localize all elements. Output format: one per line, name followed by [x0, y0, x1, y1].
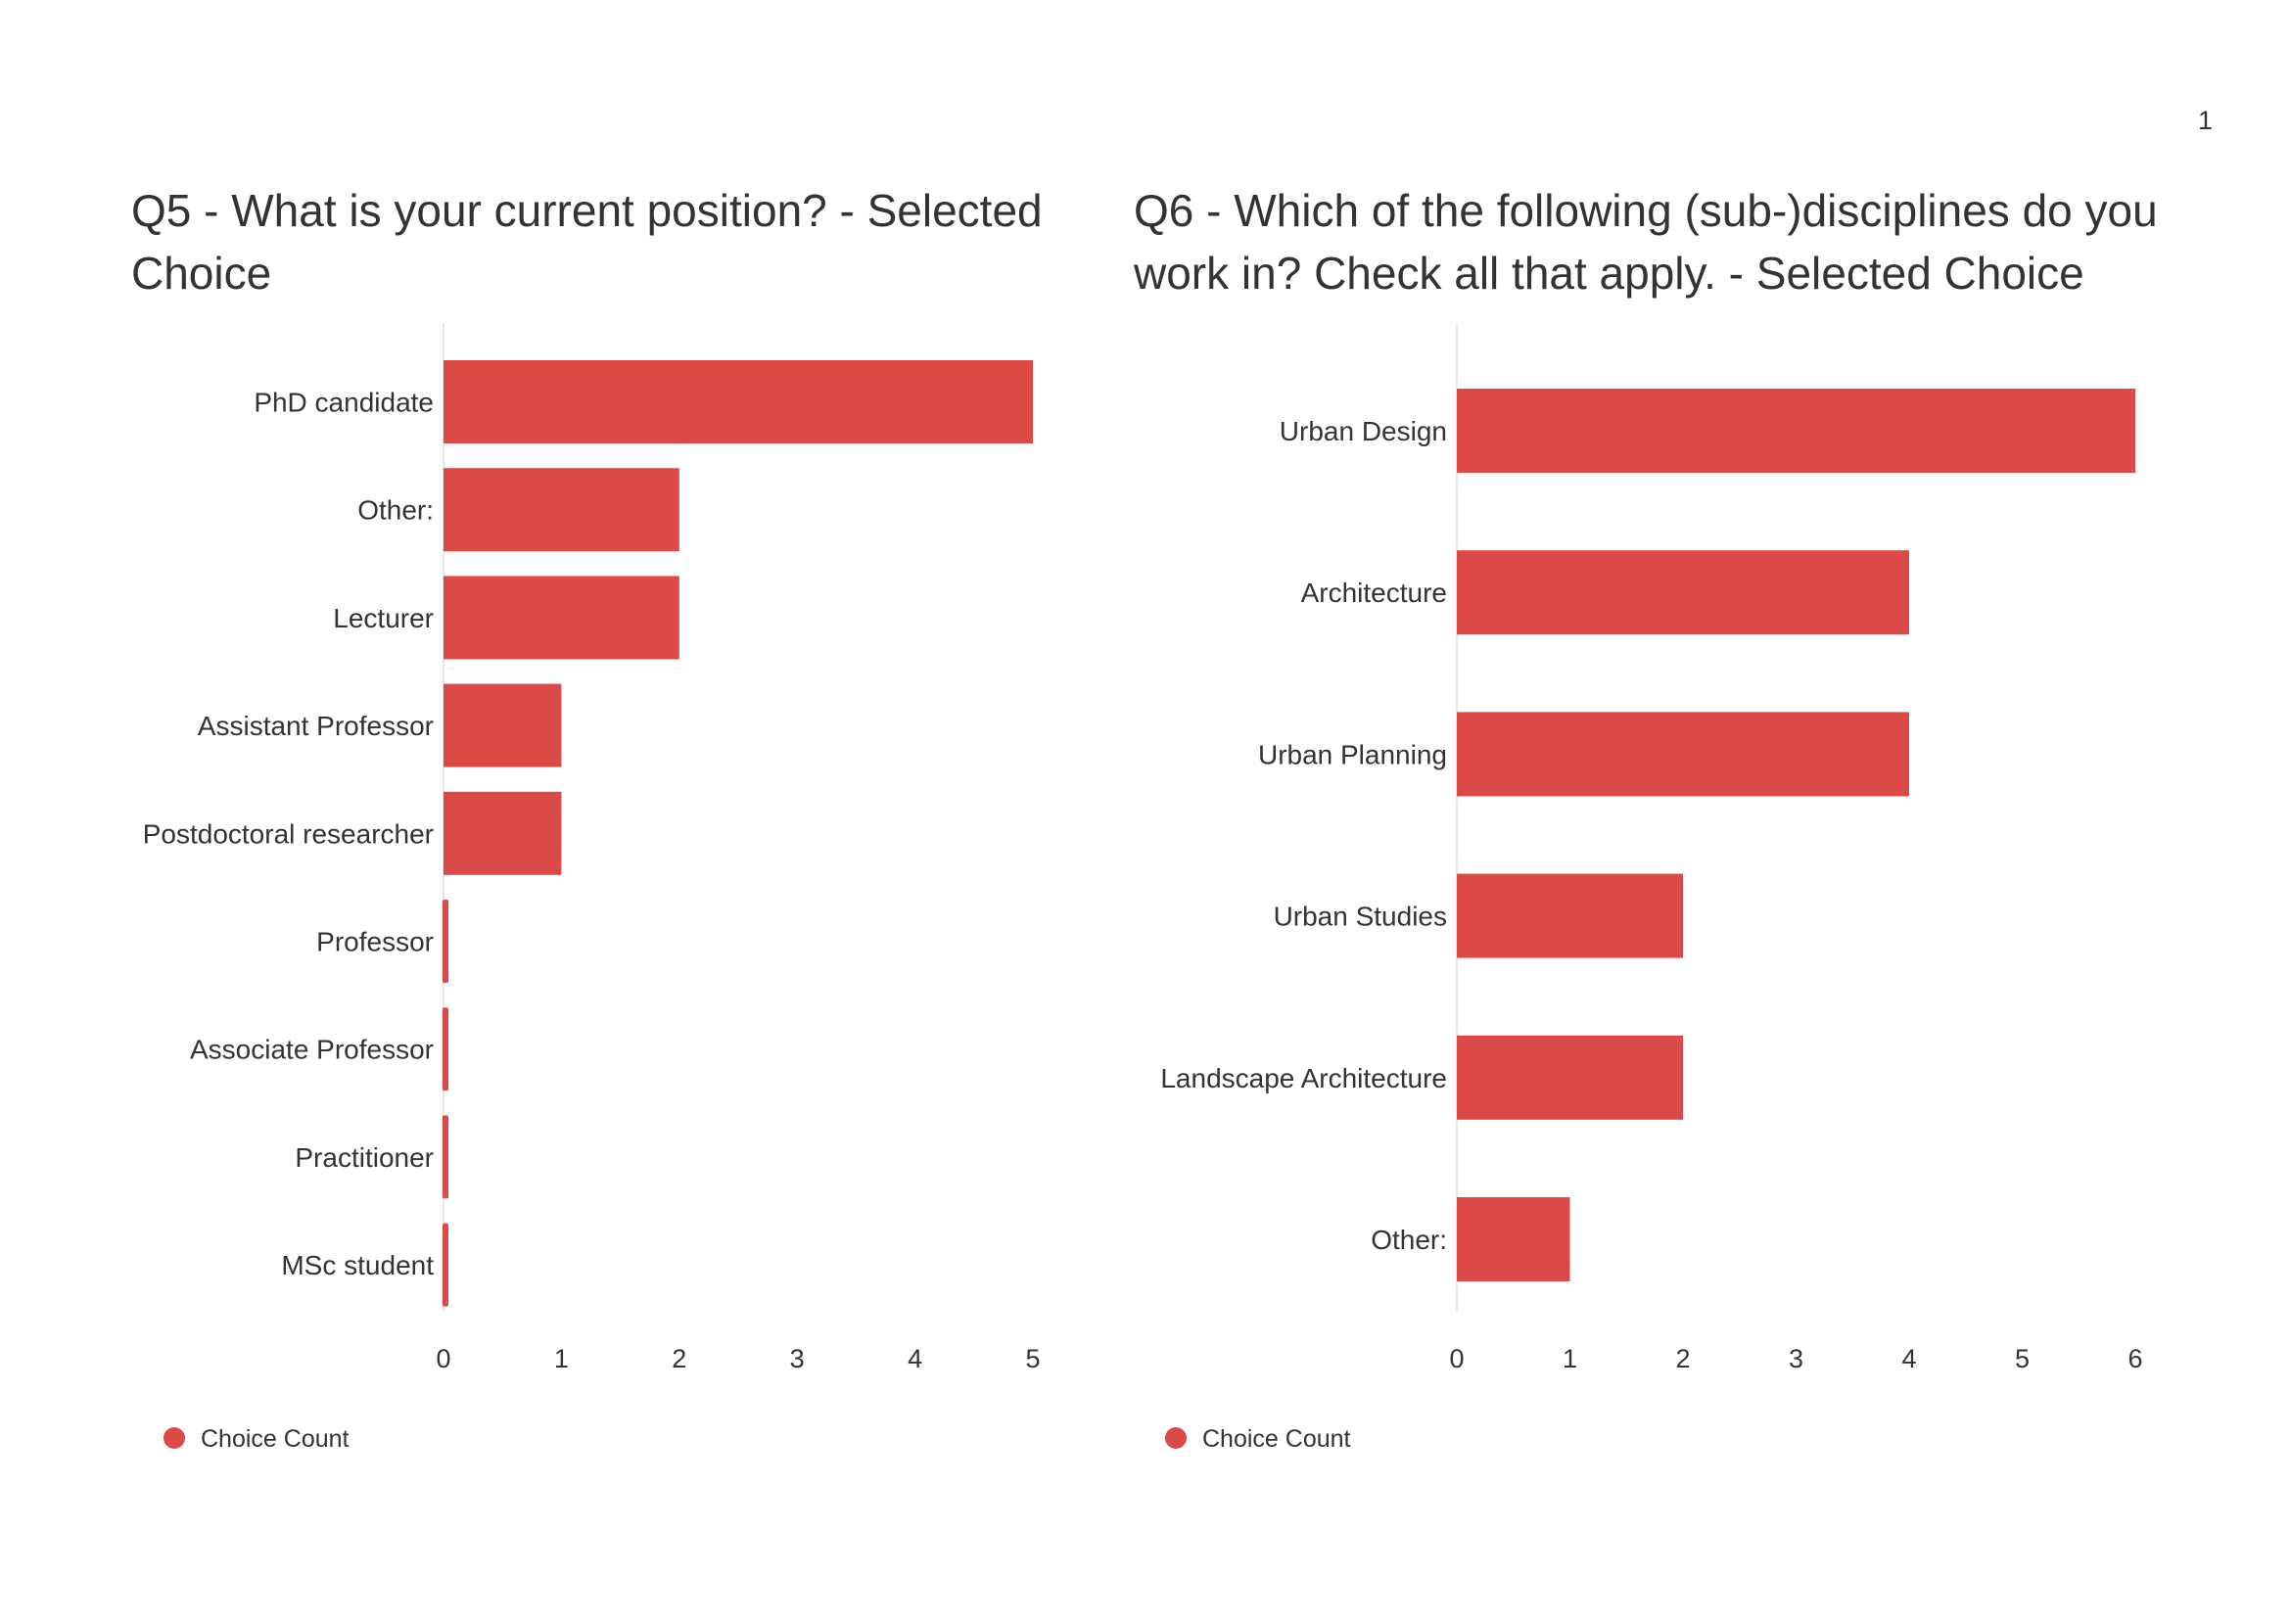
q6-legend-marker	[1165, 1427, 1187, 1449]
q5-category-label: Postdoctoral researcher	[143, 818, 434, 849]
q5-bar-practitioner	[443, 1115, 448, 1199]
q5-bar-phd-candidate	[444, 360, 1033, 443]
q6-x-tick-label: 4	[1901, 1344, 1916, 1373]
q6-bar-other	[1457, 1197, 1570, 1281]
q5-x-tick-label: 4	[908, 1344, 922, 1373]
q6-bar-chart: Urban Design Architecture Urban Planning Ur…	[1160, 323, 2143, 1453]
q6-bar-architecture	[1457, 550, 1909, 635]
q6-x-tick-label: 1	[1563, 1344, 1577, 1373]
q5-x-tick-label: 2	[672, 1344, 686, 1373]
q6-bar-urban-studies	[1457, 873, 1683, 958]
q5-x-tick-label: 3	[790, 1344, 805, 1373]
q5-legend-label: Choice Count	[201, 1425, 350, 1453]
page-number: 1	[2197, 106, 2213, 135]
q5-bar-msc-student	[443, 1223, 448, 1307]
q5-x-tick-label: 5	[1025, 1344, 1040, 1373]
q6-bar-urban-planning	[1457, 712, 1909, 797]
q6-x-tick-label: 2	[1675, 1344, 1690, 1373]
q5-bar-professor	[443, 900, 448, 983]
q6-legend-label: Choice Count	[1202, 1425, 1351, 1453]
q5-bar-assistant-professor	[444, 683, 562, 767]
q5-bar-other	[444, 468, 679, 552]
q5-legend-marker	[164, 1427, 185, 1449]
q6-x-tick-label: 6	[2127, 1344, 2142, 1373]
q5-category-label: Practitioner	[295, 1142, 434, 1173]
q5-bar-chart: PhD candidate Other: Lecturer Assistant Pro…	[143, 323, 1041, 1453]
q5-category-label: Associate Professor	[190, 1035, 434, 1065]
q5-x-tick-label: 0	[436, 1344, 450, 1373]
q5-category-label: MSc student	[281, 1250, 434, 1280]
q6-bar-landscape-architecture	[1457, 1035, 1683, 1120]
q6-category-label: Urban Design	[1280, 416, 1447, 446]
q5-x-tick-label: 1	[554, 1344, 569, 1373]
q5-bar-postdoctoral-researcher	[444, 791, 562, 875]
q5-category-label: Other:	[357, 495, 434, 526]
q6-x-tick-label: 5	[2015, 1344, 2030, 1373]
q6-category-label: Other:	[1371, 1225, 1447, 1255]
q6-chart-title: Q6 - Which of the following (sub-)discip…	[1134, 185, 2158, 299]
q5-bar-associate-professor	[443, 1007, 448, 1091]
q6-category-label: Landscape Architecture	[1160, 1063, 1447, 1093]
q5-category-label: PhD candidate	[254, 388, 434, 418]
q6-category-label: Urban Planning	[1258, 739, 1447, 769]
q5-category-label: Lecturer	[333, 603, 434, 633]
q5-category-label: Professor	[316, 927, 434, 957]
q5-category-label: Assistant Professor	[198, 711, 434, 741]
q6-category-label: Urban Studies	[1274, 902, 1447, 932]
q6-x-tick-label: 0	[1449, 1344, 1464, 1373]
q6-x-tick-label: 3	[1789, 1344, 1803, 1373]
q6-category-label: Architecture	[1301, 578, 1447, 608]
q5-chart-title: Q5 - What is your current position? - Se…	[131, 185, 1043, 299]
q6-bar-urban-design	[1457, 389, 2135, 473]
q5-bar-lecturer	[444, 576, 679, 660]
